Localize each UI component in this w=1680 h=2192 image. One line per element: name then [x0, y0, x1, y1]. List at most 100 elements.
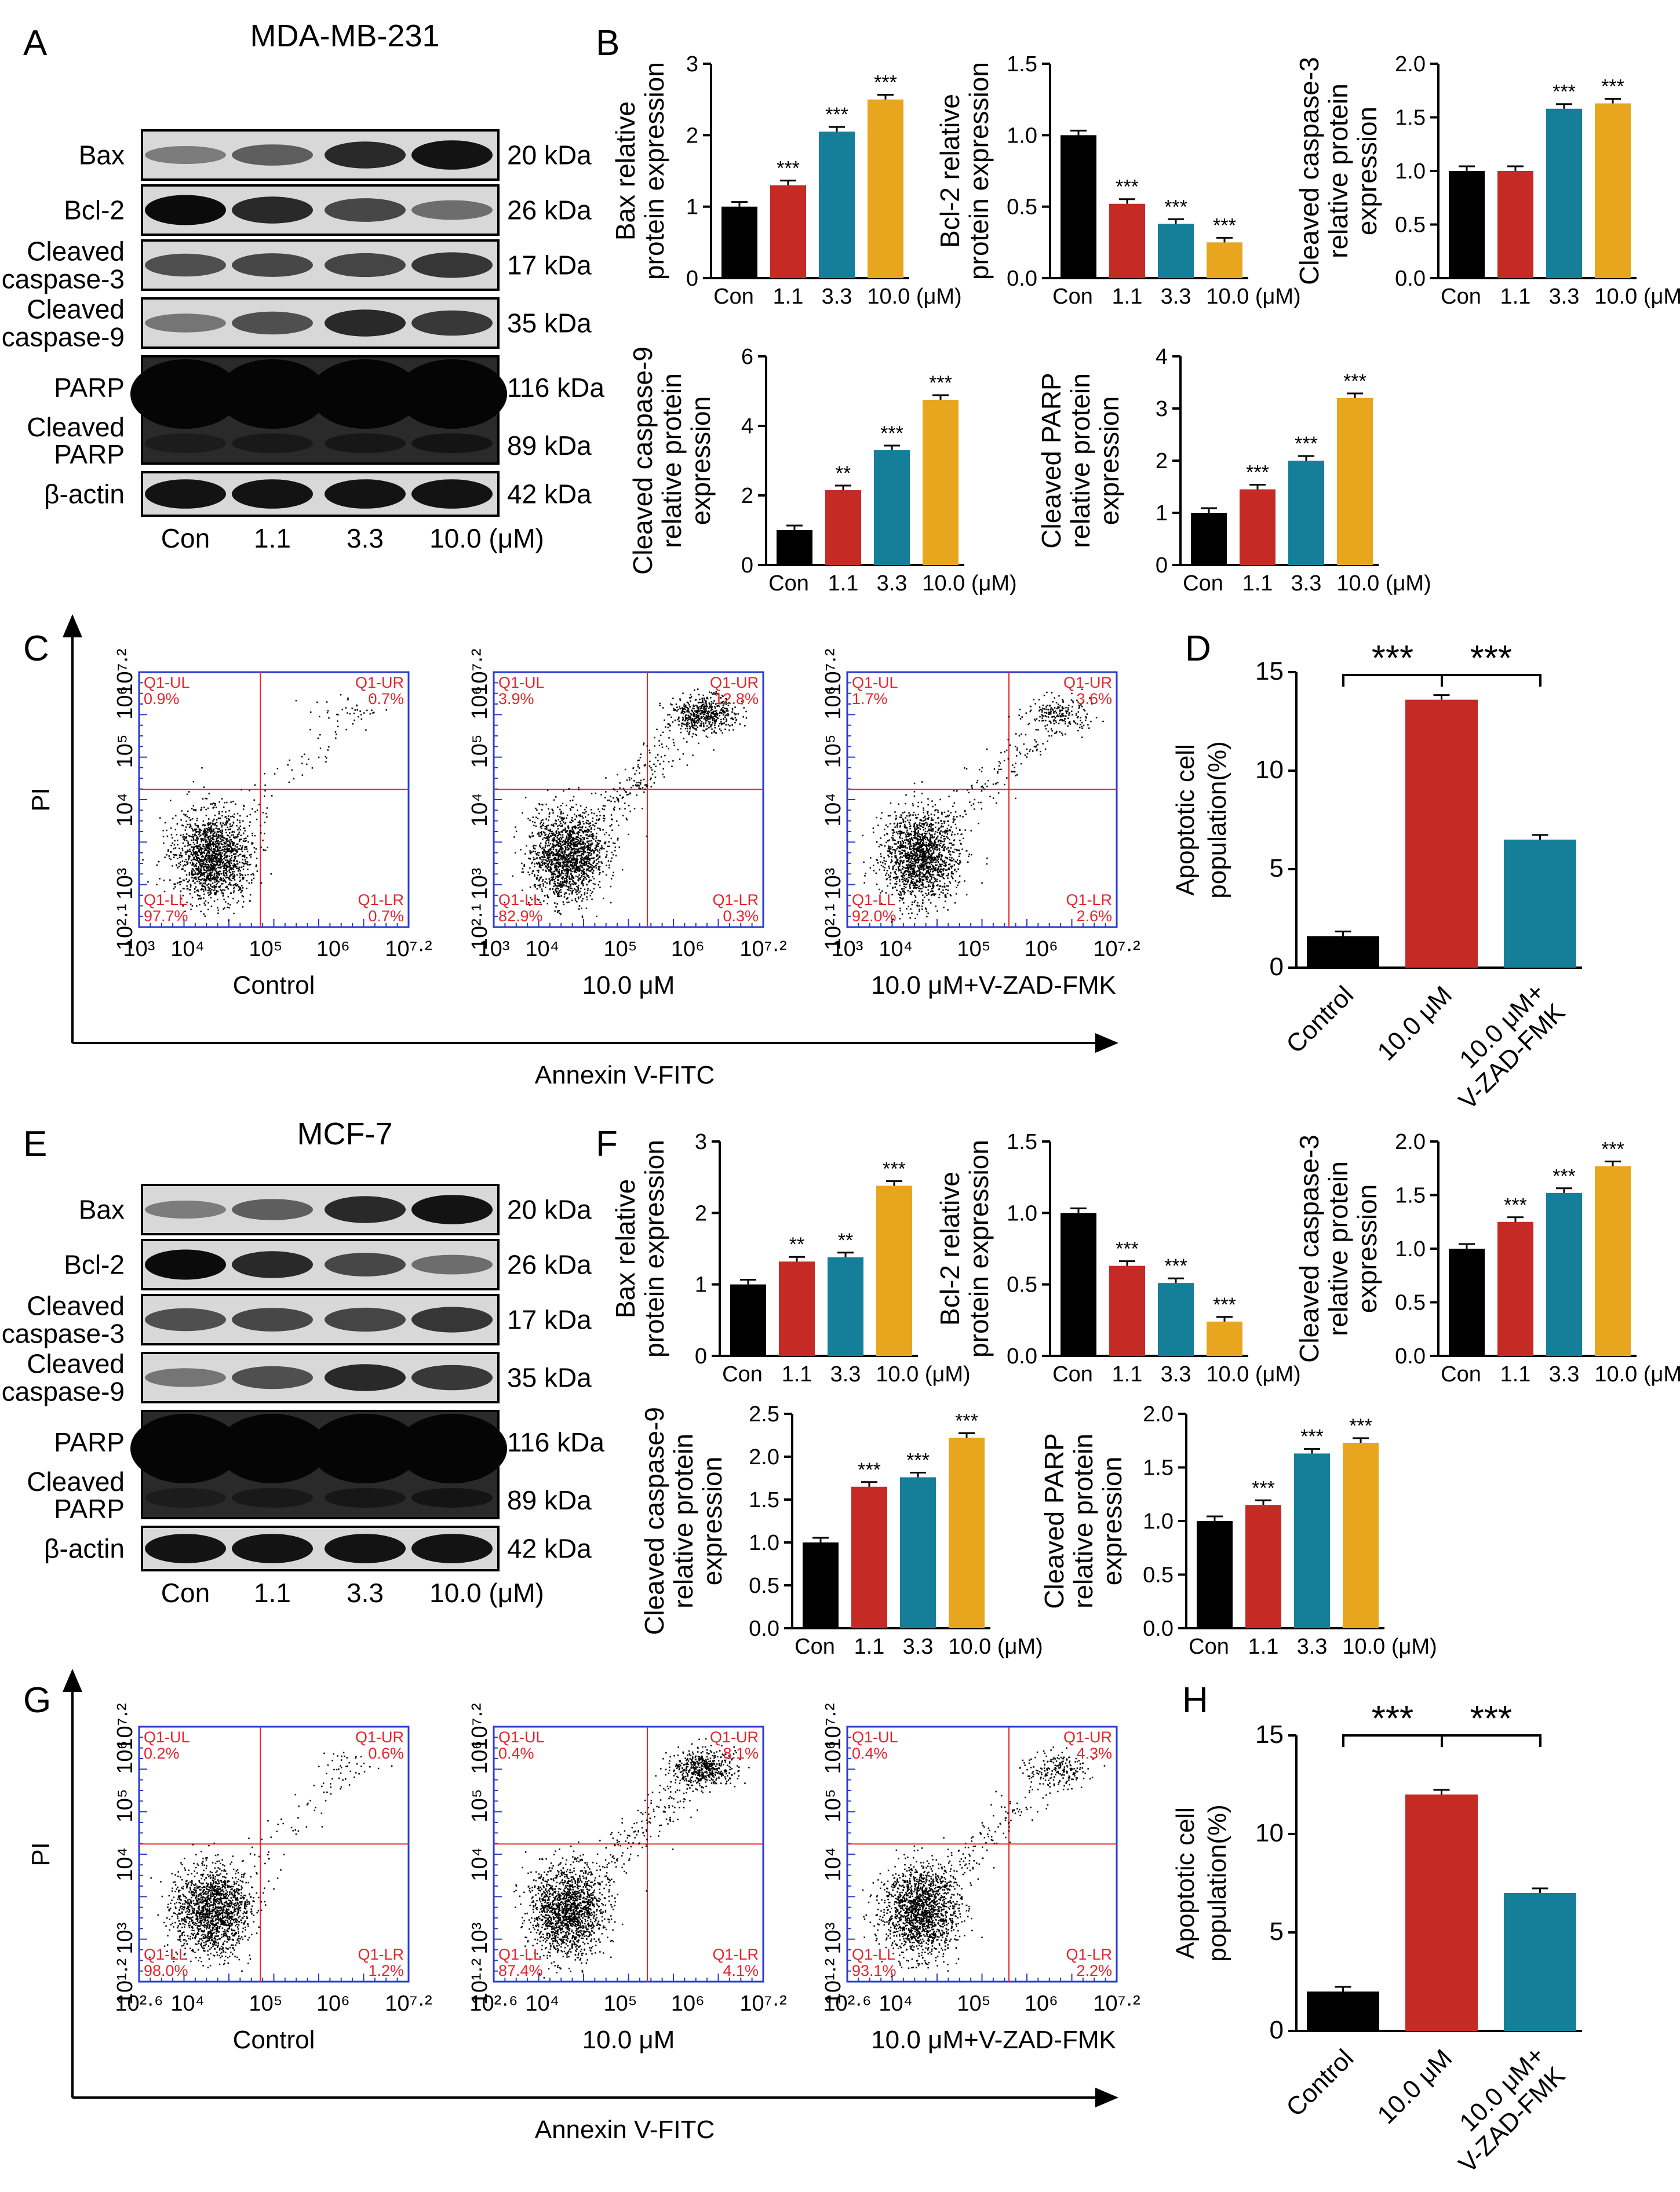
significance-mark: ***	[1372, 1699, 1413, 1739]
kda-label: 26 kDa	[507, 195, 592, 225]
significance-mark: ***	[1213, 1294, 1236, 1316]
y-tick-label: 10⁶	[821, 1741, 846, 1774]
bar	[868, 99, 903, 278]
scatter-events	[862, 688, 1104, 923]
quadrant-percent: 0.7%	[368, 907, 404, 925]
y-tick-label: 0	[741, 553, 753, 578]
kda-label: 89 kDa	[507, 431, 592, 461]
kda-label: 20 kDa	[507, 1195, 592, 1225]
x-tick-label: 10⁵	[957, 1992, 991, 2016]
quadrant-percent: 4.1%	[723, 1962, 759, 1979]
x-tick-label: 10⁶	[671, 1992, 705, 2016]
x-tick-label: 10⁴	[170, 937, 205, 961]
significance-mark: **	[789, 1234, 804, 1256]
y-tick-label: 0	[686, 267, 698, 291]
x-tick-label: 10⁴	[525, 1992, 559, 2016]
bar	[1405, 699, 1478, 968]
y-tick-label: 10⁵	[113, 734, 137, 768]
bar	[851, 1486, 887, 1628]
x-tick-label: 10⁶	[1025, 1992, 1058, 2016]
y-tick-label: 10⁶	[113, 1741, 137, 1774]
significance-mark: ***	[1372, 639, 1413, 679]
quadrant-name: Q1-LR	[358, 1946, 404, 1963]
band-label: Cleaved	[27, 294, 125, 324]
lane-label: 10.0 (μM)	[429, 1578, 544, 1608]
band-label: Cleaved	[27, 1349, 125, 1379]
x-tick-label: 1.1	[1112, 285, 1143, 309]
y-tick-label: 10³	[821, 868, 846, 900]
x-tick-label: 10⁵	[604, 937, 637, 961]
x-tick-label: 3.3	[1297, 1635, 1328, 1659]
band-label: Cleaved	[27, 236, 125, 267]
y-tick-label: 1	[686, 195, 698, 220]
bar	[1595, 103, 1631, 278]
panel-label-B: B	[596, 23, 619, 63]
bar	[1449, 1249, 1485, 1356]
significance-mark: ***	[825, 104, 848, 126]
y-axis-label: population(%)	[1203, 741, 1231, 899]
y-tick-label: 1.0	[1395, 159, 1426, 184]
bar	[1307, 1992, 1379, 2031]
blot-band	[145, 1249, 226, 1280]
y-tick-label: 10³	[113, 868, 137, 900]
significance-mark: ***	[883, 1158, 906, 1180]
flow-plot-title: 10.0 μM+V-ZAD-FMK	[871, 2026, 1116, 2054]
blot-band	[310, 359, 420, 429]
quadrant-percent: 8.1%	[723, 1745, 759, 1762]
bar-chart: 0.0 0.5 1.0 1.5 *** *** *** Con 1.1 3.3 10.0 (μM) B…	[935, 52, 1301, 309]
bar	[1337, 398, 1373, 565]
y-axis-label: relative protein	[1323, 83, 1353, 258]
arrow-head	[63, 1669, 82, 1692]
y-tick-label: 10¹·²	[821, 1958, 846, 2005]
quadrant-name: Q1-LL	[852, 891, 895, 909]
blot-band	[145, 1368, 226, 1387]
bar	[1595, 1166, 1631, 1356]
y-tick-label: 2.0	[1395, 52, 1426, 76]
blot-band	[411, 1254, 493, 1275]
significance-mark: ***	[1601, 1139, 1624, 1161]
y-axis-label: expression	[1352, 1184, 1382, 1313]
flow-plot-title: Control	[233, 971, 315, 1000]
bar-chart: 0 1 2 3 4 *** *** *** Con 1.1 3.3 10.0 (μM) Cleaved …	[1036, 345, 1431, 596]
blot-band	[130, 359, 240, 429]
y-tick-label: 10⁴	[821, 1847, 846, 1881]
quadrant-percent: 87.4%	[498, 1962, 543, 1979]
y-tick-label: 10⁴	[468, 1847, 492, 1881]
quadrant-percent: 0.6%	[368, 1745, 404, 1762]
x-tick-label: 10.0 (μM)	[1594, 1362, 1680, 1387]
band-label: Bax	[79, 140, 125, 170]
flow-plot-title: 10.0 μM	[582, 971, 675, 1000]
lane-label: 1.1	[254, 523, 291, 553]
blot-band	[145, 479, 226, 509]
x-tick-label: 10.0 (μM)	[867, 285, 961, 309]
y-tick-label: 10⁷·²	[468, 1703, 492, 1750]
y-tick-label: 10⁵	[113, 1789, 137, 1822]
blot-band	[411, 310, 493, 336]
x-tick-label: 1.1	[1112, 1362, 1143, 1387]
blot-band	[325, 141, 406, 169]
significance-mark: ***	[1601, 75, 1624, 97]
x-tick-label: 10⁶	[316, 1992, 350, 2016]
band-label: Bcl-2	[64, 195, 125, 225]
blot-band	[411, 1488, 493, 1508]
y-tick-label: 10³	[468, 868, 492, 900]
bar	[1307, 936, 1379, 968]
panel-label-E: E	[23, 1124, 47, 1164]
band-label: PARP	[54, 439, 125, 469]
bar-chart: 0.0 0.5 1.0 1.5 *** *** *** Con 1.1 3.3 10.0 (μM) B…	[935, 1130, 1301, 1387]
x-tick-label: 10²·⁶	[823, 1992, 871, 2016]
y-tick-label: 1.0	[1395, 1237, 1426, 1261]
lane-label: 3.3	[347, 523, 384, 553]
panel-label-D: D	[1185, 629, 1211, 669]
bar	[1158, 224, 1194, 278]
significance-mark: ***	[906, 1450, 930, 1472]
x-tick-label: 10³	[832, 937, 863, 961]
x-tick-label: Control	[1281, 2044, 1359, 2122]
blot-box	[141, 1239, 500, 1290]
x-tick-label: Control	[1281, 980, 1359, 1059]
y-tick-label: 10²·¹	[821, 904, 846, 950]
x-tick-label: 10⁶	[671, 937, 705, 961]
